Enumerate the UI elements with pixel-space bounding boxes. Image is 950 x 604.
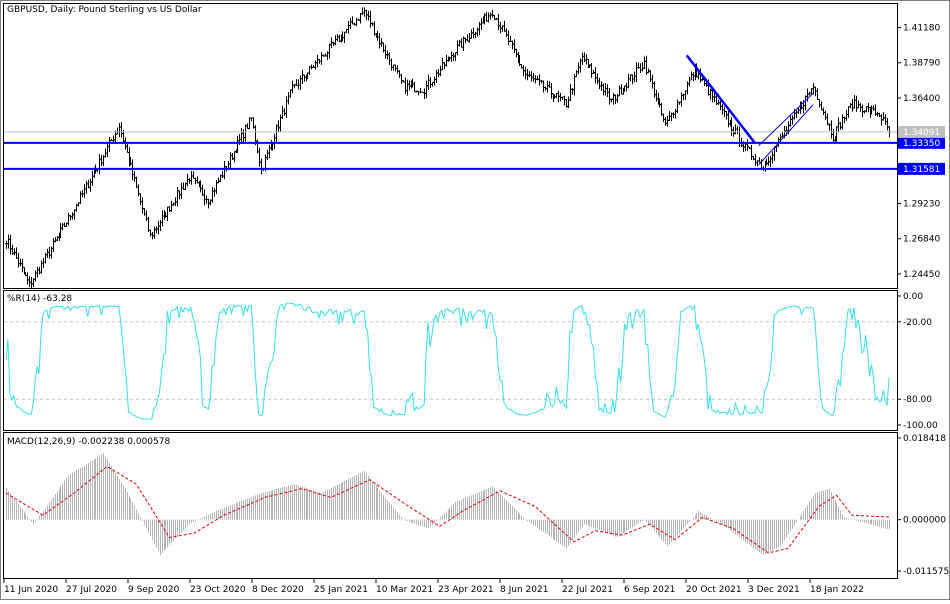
price-tick-label: 1.33350 [903, 139, 940, 149]
time-tick-label: 6 Sep 2021 [624, 585, 675, 595]
time-axis: 11 Jun 2020 27 Jul 2020 9 Sep 2020 23 Oct 2… [3, 579, 864, 595]
price-tick-label: 1.26840 [903, 235, 940, 245]
downtrend-line[interactable] [685, 54, 756, 144]
time-tick-label: 18 Jan 2022 [810, 585, 864, 595]
price-tick-label: 1.36400 [903, 94, 940, 104]
price-tick-label: 1.41180 [903, 24, 940, 34]
time-tick-label: 8 Dec 2020 [252, 585, 304, 595]
price-panel-title: GBPUSD, Daily: Pound Sterling vs US Doll… [7, 5, 202, 15]
time-tick-label: 11 Jun 2020 [4, 585, 58, 595]
channel-lower-line[interactable] [758, 104, 814, 166]
time-tick-label: 9 Sep 2020 [128, 585, 180, 595]
price-level-tag [898, 136, 945, 149]
price-axis: 1.41180 1.38790 1.36400 1.33350 1.31581 1.292… [897, 24, 945, 280]
macd-tick-label: -0.011575 [903, 567, 949, 577]
price-tick-label: 1.38790 [903, 59, 940, 69]
time-tick-label: 25 Jan 2021 [314, 585, 368, 595]
wpr-tick-label: 0.00 [903, 292, 923, 302]
current-price-label: 1.34091 [903, 128, 940, 138]
wpr-layer [4, 302, 897, 420]
time-tick-label: 22 Jul 2021 [562, 585, 613, 595]
time-tick-label: 3 Dec 2021 [748, 585, 800, 595]
price-tick-label: 1.24450 [903, 270, 940, 280]
wpr-line [5, 302, 890, 420]
macd-axis: 0.018418 0.000000 -0.011575 [897, 434, 949, 577]
time-tick-label: 8 Jun 2021 [500, 585, 548, 595]
price-tick-label: 1.31581 [903, 165, 940, 175]
macd-panel [3, 432, 898, 579]
price-drawing-layer[interactable] [4, 54, 897, 170]
price-bars-layer [5, 7, 891, 289]
time-tick-label: 23 Apr 2021 [438, 585, 494, 595]
price-tick-label: 1.29230 [903, 199, 940, 209]
time-tick-label: 27 Jul 2020 [66, 585, 117, 595]
wpr-tick-label: -100.00 [903, 421, 938, 431]
macd-panel-title: MACD(12,26,9) -0.002238 0.000578 [7, 437, 170, 447]
macd-layer [5, 453, 890, 556]
wpr-panel [3, 290, 898, 431]
wpr-tick-label: -20.00 [903, 318, 932, 328]
time-tick-label: 10 Mar 2021 [376, 585, 433, 595]
macd-tick-label: 0.000000 [903, 516, 946, 526]
macd-tick-label: 0.018418 [903, 434, 946, 444]
time-tick-label: 23 Oct 2020 [190, 585, 246, 595]
current-price-tag [898, 125, 945, 138]
wpr-panel-title: %R(14) -63.28 [7, 294, 72, 304]
time-tick-label: 20 Oct 2021 [686, 585, 742, 595]
wpr-axis: 0.00 -20.00 -80.00 -100.00 [897, 292, 938, 431]
price-level-tag [898, 162, 945, 175]
price-panel [3, 3, 898, 289]
macd-signal-line [5, 465, 890, 554]
channel-upper-line[interactable] [758, 92, 814, 146]
wpr-tick-label: -80.00 [903, 395, 932, 405]
